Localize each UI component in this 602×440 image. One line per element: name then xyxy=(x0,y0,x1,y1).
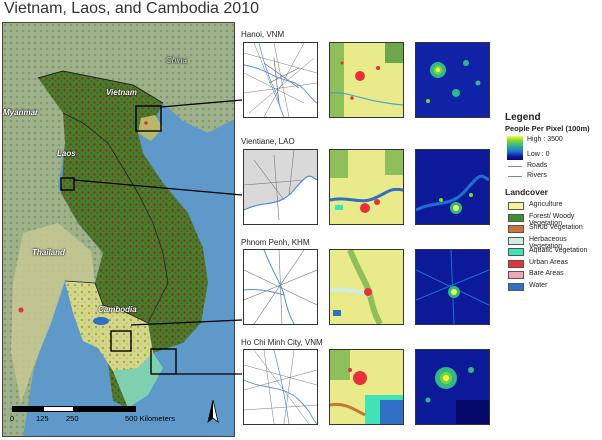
landcover-swatch xyxy=(508,271,524,279)
landcover-swatch xyxy=(508,282,524,291)
legend-landcover-item: Agriculture xyxy=(505,201,601,213)
label-china: China xyxy=(166,56,187,65)
legend-pop-low: Low : 0 xyxy=(527,151,550,158)
legend-landcover-title: Landcover xyxy=(505,187,548,197)
scale-label-0: 0 xyxy=(10,414,15,423)
legend-landcover-item: Aquatic Vegetation xyxy=(505,247,601,259)
legend-landcover-item: Water xyxy=(505,282,601,294)
legend: Legend People Per Pixel (100m) High : 35… xyxy=(505,112,601,293)
legend-roads: Roads xyxy=(505,162,601,172)
inset-phnom-penh-population[interactable] xyxy=(415,249,490,325)
label-laos: Laos xyxy=(57,149,76,158)
legend-landcover-item: Bare Areas xyxy=(505,270,601,282)
label-vietnam: Vietnam xyxy=(106,88,137,97)
scale-segment xyxy=(43,406,74,412)
north-arrow-icon xyxy=(206,399,220,430)
inset-vientiane-population[interactable] xyxy=(415,149,490,225)
inset-vientiane-roads[interactable] xyxy=(243,149,318,225)
inset-hanoi-landcover[interactable] xyxy=(329,42,404,118)
inset-hanoi-population[interactable] xyxy=(415,42,490,118)
scale-segment xyxy=(74,406,136,412)
legend-roads-label: Roads xyxy=(527,162,548,169)
map-title: Vietnam, Laos, and Cambodia 2010 xyxy=(4,0,259,17)
inset-vientiane-landcover[interactable] xyxy=(329,149,404,225)
main-map[interactable]: China Vietnam Myanmar Laos Thailand Camb… xyxy=(2,22,235,437)
inset-title-hanoi: Hanoi, VNM xyxy=(241,30,285,39)
population-gradient-swatch xyxy=(507,136,523,160)
inset-title-vientiane: Vientiane, LAO xyxy=(241,137,295,146)
scale-label-500: 500 Kilometers xyxy=(125,414,176,423)
legend-rivers: Rivers xyxy=(505,172,601,182)
legend-landcover-list: Agriculture Forest/ Woody Vegetation Shr… xyxy=(505,201,601,293)
scale-segment xyxy=(12,406,43,412)
roads-swatch xyxy=(508,166,522,167)
label-thailand: Thailand xyxy=(32,248,65,257)
inset-ho-chi-minh-population[interactable] xyxy=(415,349,490,425)
label-cambodia: Cambodia xyxy=(98,305,137,314)
landcover-swatch xyxy=(508,236,524,245)
scale-label-125: 125 xyxy=(36,414,49,423)
inset-hanoi-roads[interactable] xyxy=(243,42,318,118)
landcover-swatch xyxy=(508,248,524,256)
inset-ho-chi-minh-roads[interactable] xyxy=(243,349,318,425)
legend-landcover-item: Shrub Vegetation xyxy=(505,224,601,236)
inset-phnom-penh-roads[interactable] xyxy=(243,249,318,325)
legend-rivers-label: Rivers xyxy=(527,172,547,179)
scale-label-250: 250 xyxy=(66,414,79,423)
legend-title: Legend xyxy=(505,112,541,123)
landcover-swatch xyxy=(508,259,524,268)
legend-pop-high: High : 3500 xyxy=(527,136,563,143)
label-myanmar: Myanmar xyxy=(3,108,39,117)
landcover-swatch xyxy=(508,213,524,222)
legend-landcover-item: Forest/ Woody Vegetation xyxy=(505,213,601,227)
legend-population-title: People Per Pixel (100m) xyxy=(505,124,590,133)
inset-title-phnom-penh: Phnom Penh, KHM xyxy=(241,238,310,247)
landcover-swatch xyxy=(508,202,524,210)
legend-landcover-item: Urban Areas xyxy=(505,259,601,271)
landcover-swatch xyxy=(508,225,524,233)
legend-landcover-item: Herbaceous Vegetation xyxy=(505,236,601,250)
scale-bar: 0 125 250 500 Kilometers xyxy=(10,404,192,434)
inset-title-ho-chi-minh: Ho Chi Minh City, VNM xyxy=(241,338,323,347)
legend-population-ramp: High : 3500 Low : 0 xyxy=(505,136,601,162)
rivers-swatch xyxy=(508,176,522,177)
inset-ho-chi-minh-landcover[interactable] xyxy=(329,349,404,425)
main-map-graphic xyxy=(3,23,234,436)
inset-phnom-penh-landcover[interactable] xyxy=(329,249,404,325)
